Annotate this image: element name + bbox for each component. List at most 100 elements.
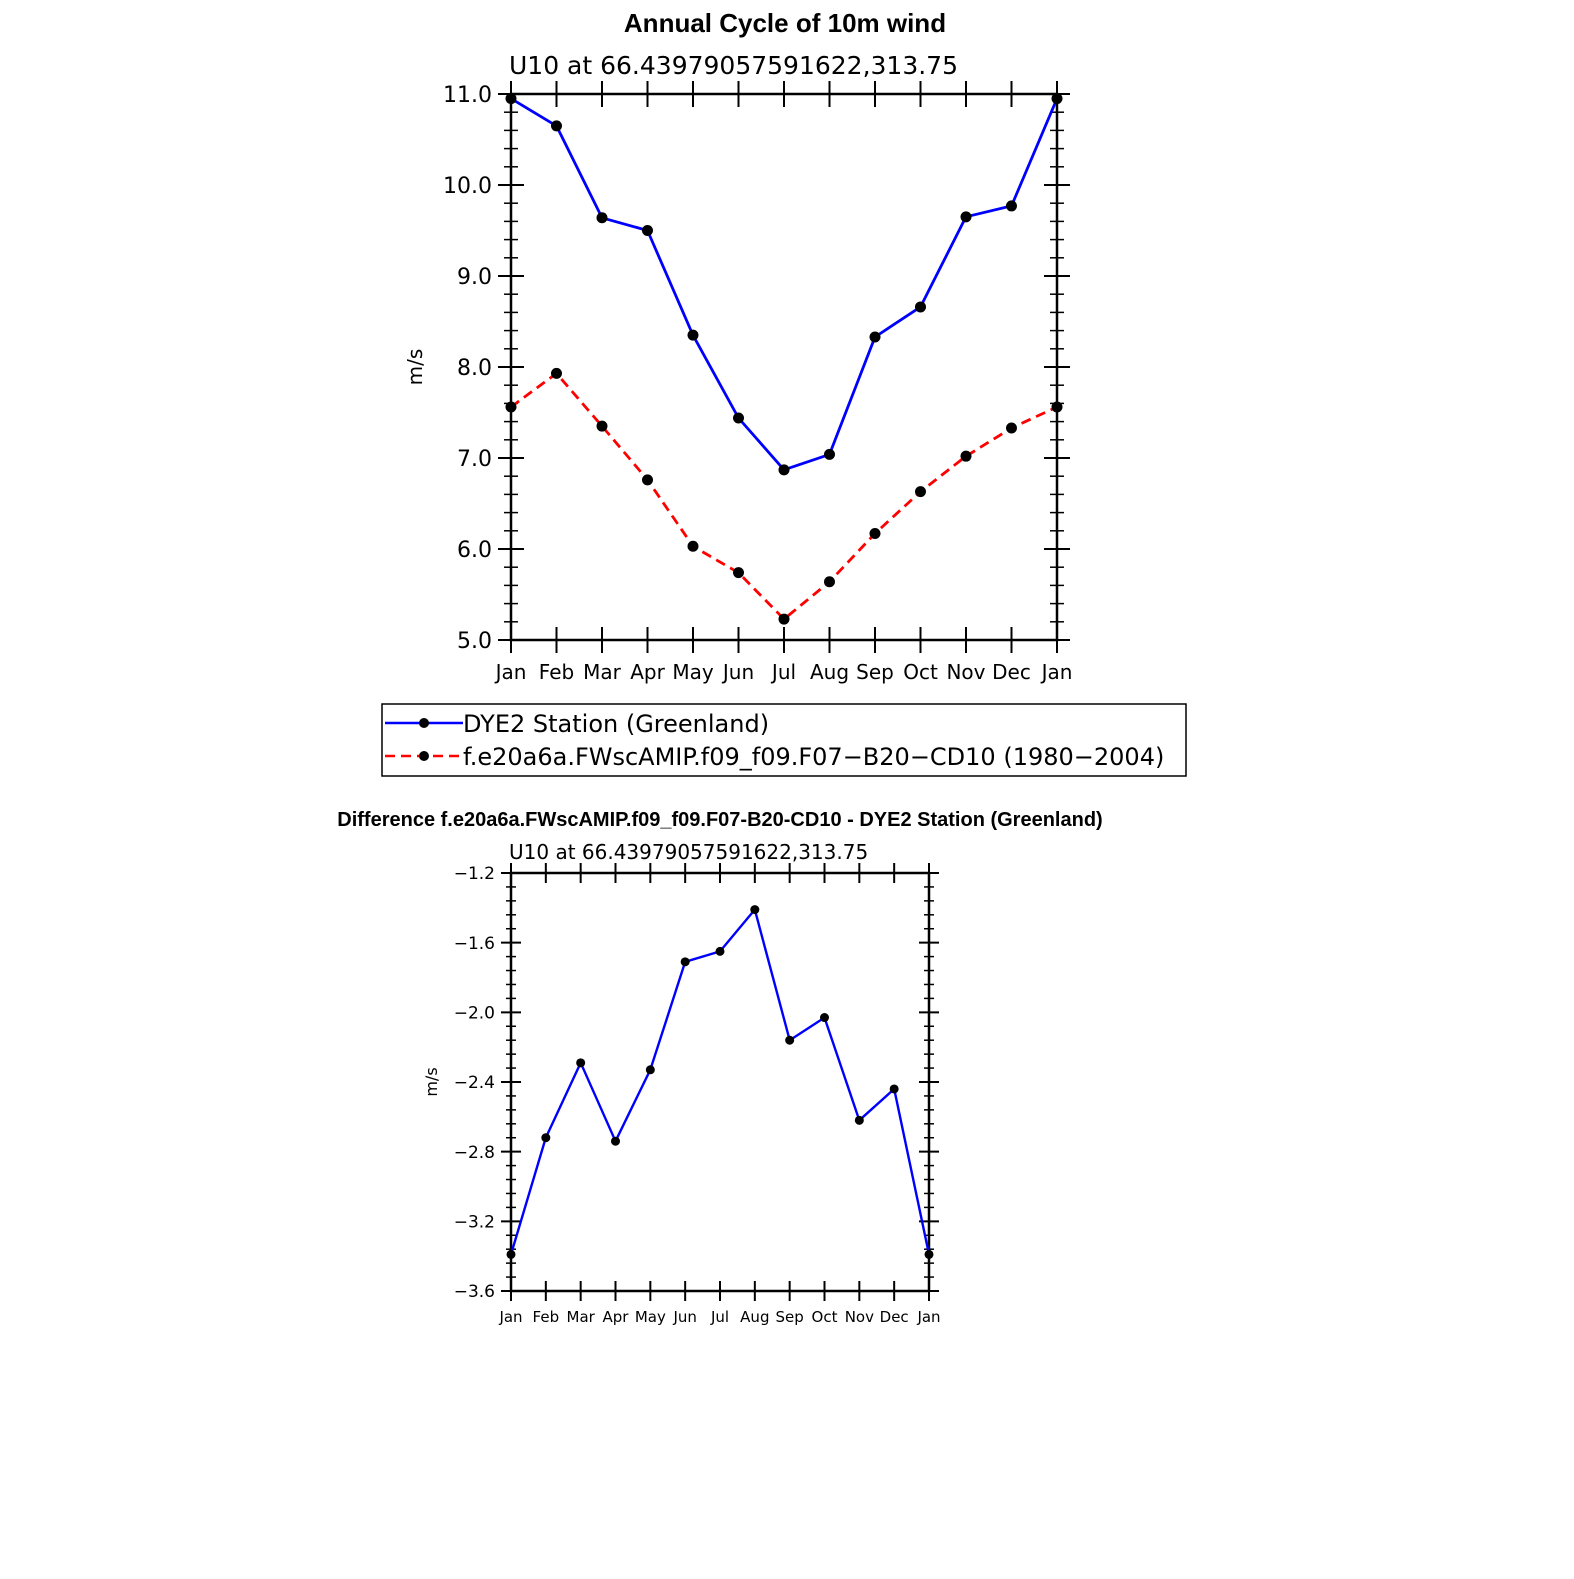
legend-marker-model — [419, 751, 429, 761]
series-line-2-0 — [509, 908, 931, 1255]
data-point-1-0-1 — [551, 120, 562, 132]
y-tick-label: −1.2 — [454, 864, 495, 884]
x-tick-label: Jun — [721, 660, 754, 684]
data-point-1-0-0 — [505, 93, 517, 105]
data-point-1-1-3 — [642, 474, 653, 486]
data-point-1-1-1 — [551, 367, 562, 379]
y-tick-label: 11.0 — [443, 83, 492, 108]
x-tick-label: Nov — [845, 1308, 874, 1326]
data-point-1-1-8 — [869, 528, 881, 540]
data-point-1-0-11 — [1006, 200, 1017, 212]
x-tick-label: Sep — [856, 660, 894, 684]
data-point-2-0-11 — [889, 1084, 899, 1094]
x-tick-label: Sep — [776, 1308, 804, 1326]
x-tick-label: Jul — [710, 1308, 729, 1326]
data-point-2-0-2 — [576, 1058, 586, 1068]
x-tick-label: Dec — [880, 1308, 909, 1326]
x-tick-label: May — [672, 660, 714, 684]
x-tick-label: Oct — [903, 660, 938, 684]
y-tick-label: −3.6 — [454, 1282, 495, 1302]
data-point-2-0-8 — [785, 1035, 795, 1045]
x-tick-label: Feb — [533, 1308, 560, 1326]
chart1-title: Annual Cycle of 10m wind — [624, 8, 946, 38]
x-tick-label: Nov — [946, 660, 985, 684]
data-point-2-0-1 — [541, 1133, 551, 1143]
x-tick-label: Aug — [740, 1308, 769, 1326]
x-tick-label: May — [635, 1308, 666, 1326]
plot-frame — [509, 871, 931, 1293]
data-point-1-0-10 — [960, 211, 972, 223]
legend-label-station: DYE2 Station (Greenland) — [463, 710, 769, 738]
data-point-1-1-7 — [824, 576, 835, 588]
y-tick-label: −3.2 — [454, 1212, 495, 1232]
annual-cycle-chart: Annual Cycle of 10m wind U10 at 66.43979… — [403, 8, 1072, 684]
y-tick-label: −2.8 — [454, 1143, 495, 1163]
y-tick-label: 8.0 — [457, 356, 492, 381]
chart2-ylabel: m/s — [422, 1067, 441, 1096]
y-tick-label: 6.0 — [457, 538, 492, 563]
legend-label-model: f.e20a6a.FWscAMIP.f09_f09.F07−B20−CD10 (… — [463, 743, 1164, 771]
plot-frame — [509, 92, 1059, 642]
y-tick-label: 9.0 — [457, 265, 492, 290]
data-point-2-0-0 — [506, 1249, 516, 1259]
y-tick-label: 5.0 — [457, 629, 492, 654]
x-tick-label: Mar — [583, 660, 622, 684]
data-point-1-1-6 — [778, 613, 790, 625]
x-tick-label: Jan — [498, 1308, 522, 1326]
chart2-subtitle: U10 at 66.43979057591622,313.75 — [509, 840, 868, 864]
y-tick-label: −1.6 — [454, 934, 495, 954]
data-point-1-1-2 — [596, 420, 608, 432]
data-point-1-0-5 — [733, 412, 744, 424]
data-point-1-1-11 — [1006, 422, 1017, 434]
data-point-1-1-9 — [915, 486, 926, 498]
data-point-1-0-8 — [869, 331, 881, 343]
x-tick-label: Jan — [494, 660, 527, 684]
chart1-ylabel: m/s — [403, 349, 427, 386]
x-tick-label: Feb — [539, 660, 574, 684]
data-point-1-1-5 — [733, 567, 744, 579]
data-point-2-0-3 — [611, 1136, 620, 1146]
data-point-1-0-3 — [642, 225, 653, 236]
x-tick-label: Apr — [603, 1308, 630, 1326]
data-point-2-0-6 — [715, 946, 725, 956]
chart1-legend: DYE2 Station (Greenland) f.e20a6a.FWscAM… — [381, 703, 1187, 777]
data-point-1-0-6 — [778, 464, 790, 476]
difference-chart: Difference f.e20a6a.FWscAMIP.f09_f09.F07… — [337, 809, 1102, 1326]
x-tick-label: Dec — [992, 660, 1031, 684]
data-point-2-0-10 — [854, 1115, 864, 1125]
data-point-2-0-12 — [924, 1249, 934, 1259]
chart2-plot-area: −3.6 −3.2 −2.8 −2.4 −2.0 −1.6 −1.2 Jan Feb Mar Apr… — [454, 863, 941, 1326]
x-tick-label: Jul — [770, 660, 796, 684]
data-point-1-1-10 — [960, 450, 972, 462]
series-line-1-0 — [510, 97, 1059, 472]
x-tick-label: Aug — [810, 660, 849, 684]
data-point-1-0-4 — [687, 329, 699, 341]
chart1-subtitle: U10 at 66.43979057591622,313.75 — [509, 51, 958, 80]
data-point-2-0-9 — [820, 1013, 829, 1023]
data-point-1-0-9 — [915, 301, 926, 313]
data-point-2-0-5 — [680, 957, 690, 967]
legend-box — [381, 703, 1187, 777]
legend-marker-station — [419, 718, 429, 728]
y-tick-label: 7.0 — [457, 447, 492, 472]
data-point-1-1-4 — [687, 540, 699, 552]
data-point-1-0-2 — [596, 212, 608, 224]
y-tick-label: −2.4 — [454, 1073, 495, 1093]
y-tick-label: 10.0 — [443, 174, 492, 199]
data-point-1-1-0 — [505, 401, 517, 413]
data-point-2-0-4 — [645, 1065, 655, 1075]
x-tick-label: Mar — [567, 1308, 596, 1326]
chart2-title: Difference f.e20a6a.FWscAMIP.f09_f09.F07… — [337, 809, 1102, 831]
x-tick-label: Jun — [672, 1308, 696, 1326]
x-tick-label: Jan — [916, 1308, 940, 1326]
y-tick-label: −2.0 — [454, 1003, 495, 1023]
series-line-1-1 — [510, 371, 1058, 621]
data-point-2-0-7 — [750, 905, 760, 915]
data-point-1-0-7 — [824, 448, 835, 460]
x-tick-label: Apr — [630, 660, 665, 684]
x-tick-label: Jan — [1040, 660, 1073, 684]
data-point-1-1-12 — [1051, 401, 1063, 413]
data-point-1-0-12 — [1051, 93, 1063, 105]
